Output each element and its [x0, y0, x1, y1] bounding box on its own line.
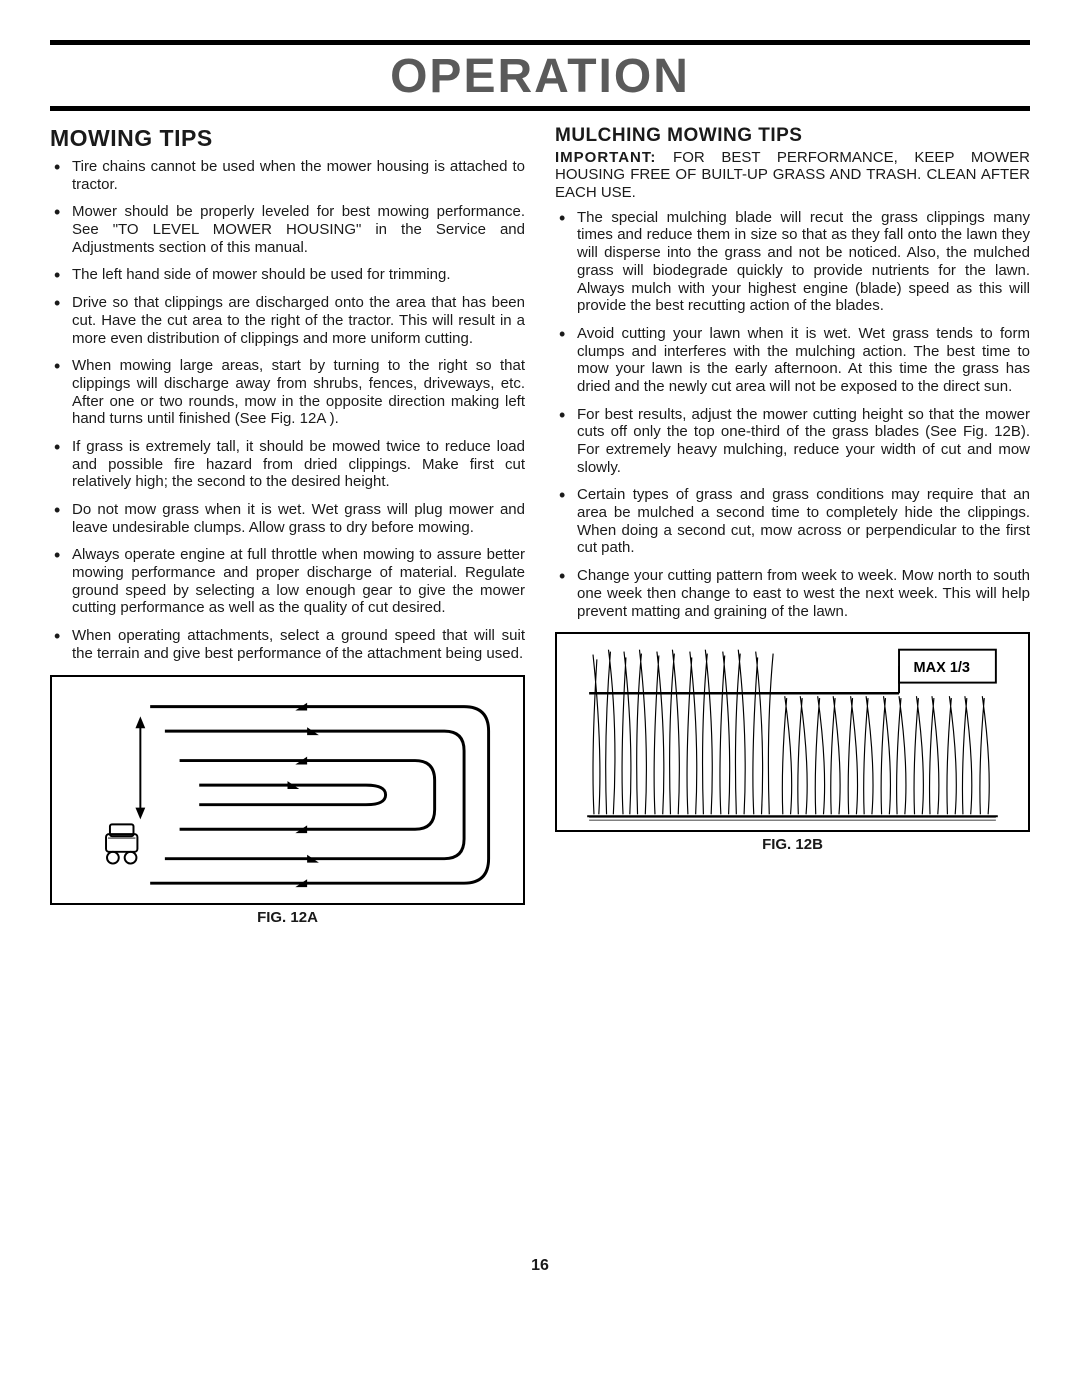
mowing-tips-list: Tire chains cannot be used when the mowe…	[50, 158, 525, 663]
list-item: Change your cutting pattern from week to…	[555, 567, 1030, 620]
right-column: MULCHING MOWING TIPS IMPORTANT: FOR BEST…	[555, 125, 1030, 926]
manual-page: OPERATION MOWING TIPS Tire chains cannot…	[0, 0, 1080, 1375]
fig-12b-caption: FIG. 12B	[555, 836, 1030, 853]
list-item: Certain types of grass and grass conditi…	[555, 486, 1030, 557]
page-title: OPERATION	[50, 49, 1030, 104]
title-underline	[50, 106, 1030, 111]
mowing-path-diagram	[62, 687, 513, 893]
list-item: When mowing large areas, start by turnin…	[50, 357, 525, 428]
list-item: The left hand side of mower should be us…	[50, 266, 525, 284]
important-label: IMPORTANT:	[555, 149, 656, 166]
top-rule	[50, 40, 1030, 45]
list-item: Do not mow grass when it is wet. Wet gra…	[50, 501, 525, 536]
list-item: Always operate engine at full throttle w…	[50, 546, 525, 617]
mulching-tips-list: The special mulching blade will recut th…	[555, 209, 1030, 620]
list-item: The special mulching blade will recut th…	[555, 209, 1030, 315]
two-column-layout: MOWING TIPS Tire chains cannot be used w…	[50, 125, 1030, 926]
figure-12a	[50, 675, 525, 905]
mulching-heading: MULCHING MOWING TIPS	[555, 125, 1030, 147]
mowing-tips-heading: MOWING TIPS	[50, 125, 525, 152]
list-item: Drive so that clippings are discharged o…	[50, 294, 525, 347]
page-number: 16	[0, 1257, 1080, 1275]
list-item: Tire chains cannot be used when the mowe…	[50, 158, 525, 193]
list-item: Avoid cutting your lawn when it is wet. …	[555, 325, 1030, 396]
list-item: For best results, adjust the mower cutti…	[555, 406, 1030, 477]
left-column: MOWING TIPS Tire chains cannot be used w…	[50, 125, 525, 926]
grass-cut-diagram: MAX 1/3	[563, 640, 1022, 824]
max-label-text: MAX 1/3	[914, 660, 970, 676]
important-note: IMPORTANT: FOR BEST PERFORMANCE, KEEP MO…	[555, 149, 1030, 201]
fig-12a-caption: FIG. 12A	[50, 909, 525, 926]
list-item: Mower should be properly leveled for bes…	[50, 203, 525, 256]
figure-12b: MAX 1/3	[555, 632, 1030, 832]
list-item: When operating attachments, select a gro…	[50, 627, 525, 662]
list-item: If grass is extremely tall, it should be…	[50, 438, 525, 491]
